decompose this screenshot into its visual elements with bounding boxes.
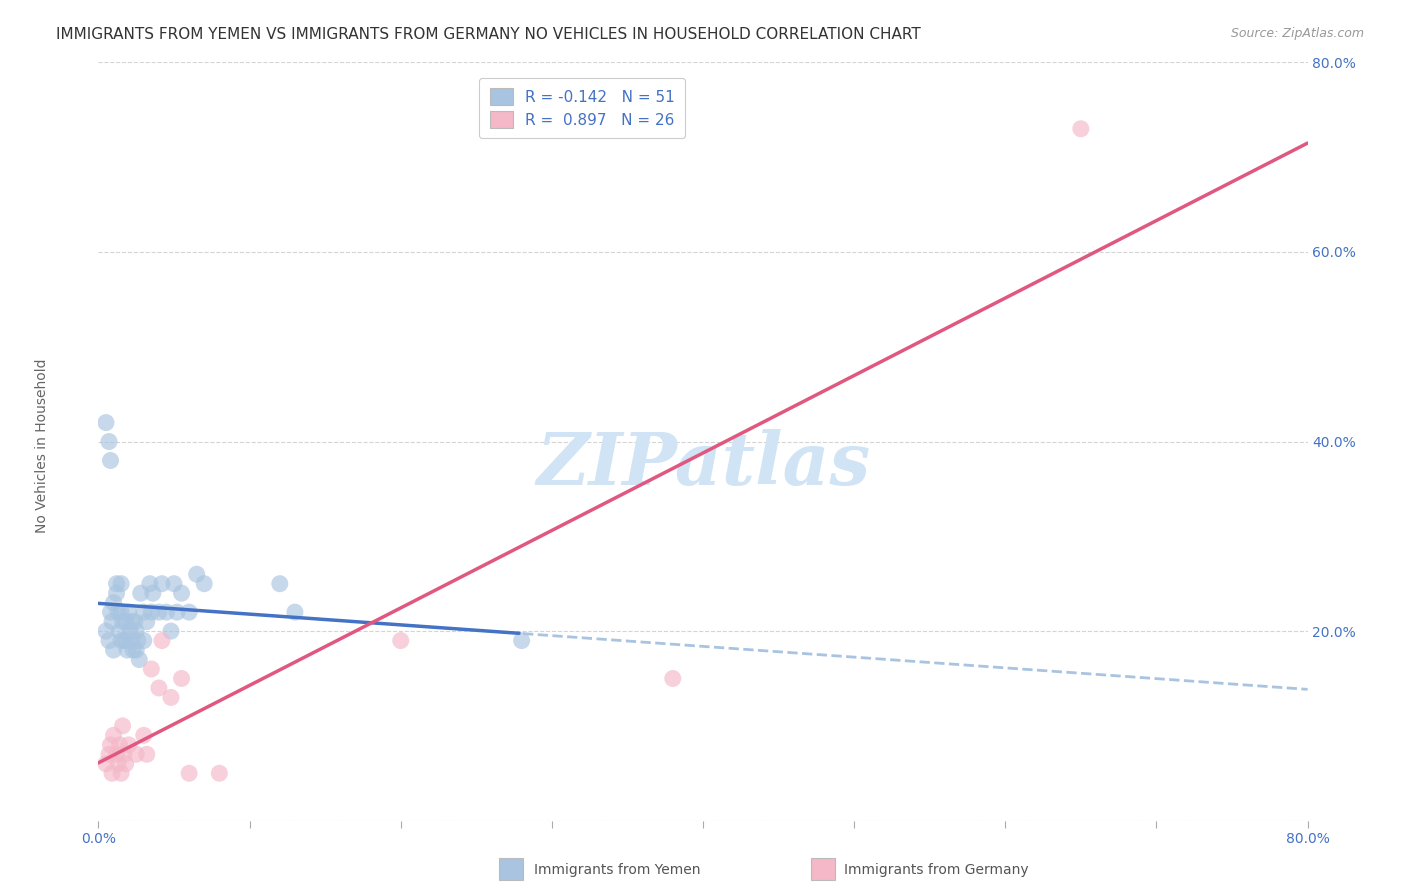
Legend: R = -0.142   N = 51, R =  0.897   N = 26: R = -0.142 N = 51, R = 0.897 N = 26 [479,78,685,138]
Point [105,747,128,762]
Point [208,766,231,780]
Point [132,605,155,619]
Point [160,624,183,639]
Point [132,633,155,648]
Point [160,690,183,705]
Point [125,747,148,762]
Point [120,624,142,639]
Point [110,605,132,619]
Point [114,756,136,771]
Point [111,615,134,629]
Point [124,615,146,629]
Point [121,633,143,648]
Point [510,633,533,648]
Text: IMMIGRANTS FROM YEMEN VS IMMIGRANTS FROM GERMANY NO VEHICLES IN HOUSEHOLD CORREL: IMMIGRANTS FROM YEMEN VS IMMIGRANTS FROM… [56,27,921,42]
Point [94,416,117,430]
Point [269,576,291,591]
Point [107,605,129,619]
Point [105,576,128,591]
Point [125,643,148,657]
Point [98,747,121,762]
Point [105,586,128,600]
Point [139,576,162,591]
Point [112,747,135,762]
Point [94,756,117,771]
Text: ZIPatlas: ZIPatlas [536,429,870,500]
Point [100,605,122,619]
Point [114,633,136,648]
Point [111,719,134,733]
Point [284,605,307,619]
Text: Immigrants from Germany: Immigrants from Germany [844,863,1028,877]
Point [135,747,157,762]
Point [163,576,186,591]
Point [110,766,132,780]
Point [132,728,155,742]
Point [101,615,124,629]
Point [98,434,121,449]
Point [166,605,188,619]
Point [150,576,173,591]
Point [148,605,170,619]
Text: Immigrants from Yemen: Immigrants from Yemen [534,863,700,877]
Point [115,643,138,657]
Point [110,633,132,648]
Point [121,615,143,629]
Point [155,605,177,619]
Point [125,624,148,639]
Point [112,633,135,648]
Point [193,576,215,591]
Point [110,576,132,591]
Point [179,766,201,780]
Point [108,624,131,639]
Point [141,605,163,619]
Point [170,672,193,686]
Point [118,605,141,619]
Point [1070,121,1092,136]
Point [661,672,683,686]
Point [100,453,122,467]
Point [118,738,141,752]
Point [100,738,122,752]
Point [142,586,165,600]
Point [103,596,125,610]
Point [170,586,193,600]
Text: Source: ZipAtlas.com: Source: ZipAtlas.com [1230,27,1364,40]
Point [114,615,136,629]
Point [150,633,173,648]
Point [127,633,149,648]
Point [94,624,117,639]
Point [179,605,201,619]
Point [103,728,125,742]
Point [98,633,121,648]
Point [122,643,145,657]
Point [101,766,124,780]
Point [107,756,129,771]
Point [186,567,208,582]
Point [129,586,152,600]
Point [389,633,412,648]
Point [103,643,125,657]
Point [141,662,163,676]
Point [135,615,157,629]
Point [128,652,150,666]
Text: No Vehicles in Household: No Vehicles in Household [35,359,49,533]
Point [108,738,131,752]
Point [148,681,170,695]
